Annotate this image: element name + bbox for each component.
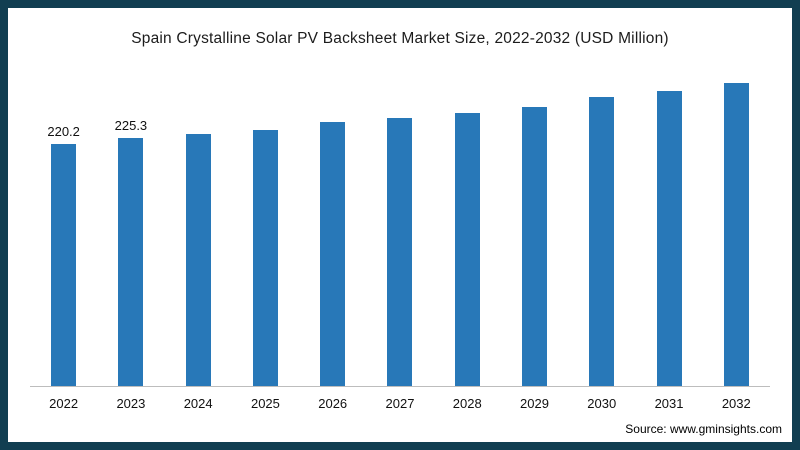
x-tick-label: 2026 (318, 396, 348, 411)
x-tick-label: 2030 (587, 396, 617, 411)
bar-2029 (521, 107, 547, 386)
bar-2023 (118, 138, 144, 386)
bar-2031 (656, 91, 682, 386)
bar-2022 (51, 144, 77, 386)
bar-column-2028 (434, 56, 501, 386)
bar-2028 (454, 113, 480, 386)
bar-column-2024 (165, 56, 232, 386)
x-tick-label: 2025 (250, 396, 280, 411)
x-axis: 2022 2023 2024 2025 2026 2027 2028 2029 2030 2031… (30, 386, 770, 411)
bar-column-2027 (366, 56, 433, 386)
bar-series: 220.2 225.3 (30, 56, 770, 386)
x-tick-label: 2032 (721, 396, 751, 411)
bar-column-2032 (703, 56, 770, 386)
x-tick-label: 2023 (116, 396, 146, 411)
bar-column-2022: 220.2 (30, 56, 97, 386)
bar-column-2031 (635, 56, 702, 386)
bar-column-2023: 225.3 (97, 56, 164, 386)
bar-2025 (252, 130, 278, 386)
bar-2027 (387, 118, 413, 386)
bar-value-label: 220.2 (47, 124, 80, 139)
bar-2024 (185, 134, 211, 386)
bar-2026 (320, 122, 346, 386)
bar-column-2029 (501, 56, 568, 386)
bar-column-2026 (299, 56, 366, 386)
plot-area: 220.2 225.3 2022 2023 2024 2025 2026 2027 2028 2… (30, 48, 770, 418)
x-tick-label: 2029 (520, 396, 549, 411)
x-tick-label: 2028 (452, 396, 482, 411)
x-tick-label: 2022 (49, 396, 79, 411)
bar-value-label: 225.3 (114, 118, 148, 133)
source-attribution: Source: www.gminsights.com (625, 422, 782, 436)
x-tick-label: 2027 (385, 396, 415, 411)
x-tick-label: 2024 (183, 396, 213, 411)
bar-column-2025 (232, 56, 299, 386)
bar-2030 (589, 97, 615, 386)
x-tick-label: 2031 (654, 396, 684, 411)
chart-title: Spain Crystalline Solar PV Backsheet Mar… (131, 30, 669, 47)
bar-2032 (723, 83, 749, 386)
bar-column-2030 (568, 56, 635, 386)
